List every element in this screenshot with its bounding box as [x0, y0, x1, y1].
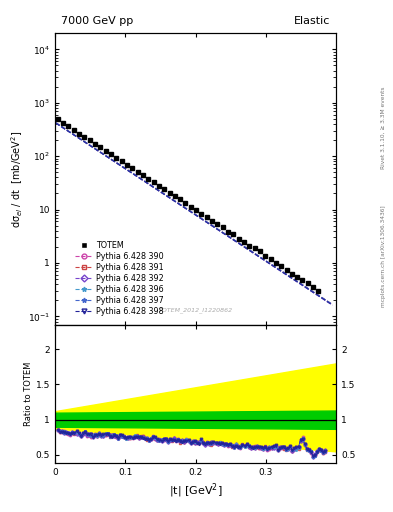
Legend: TOTEM, Pythia 6.428 390, Pythia 6.428 391, Pythia 6.428 392, Pythia 6.428 396, P: TOTEM, Pythia 6.428 390, Pythia 6.428 39…: [73, 240, 165, 317]
Text: Elastic: Elastic: [294, 16, 331, 26]
Text: 7000 GeV pp: 7000 GeV pp: [61, 16, 133, 26]
Text: Rivet 3.1.10, ≥ 3.3M events: Rivet 3.1.10, ≥ 3.3M events: [381, 87, 386, 169]
Text: mcplots.cern.ch [arXiv:1306.3436]: mcplots.cern.ch [arXiv:1306.3436]: [381, 205, 386, 307]
Y-axis label: dσ$_{el}$ / dt  [mb/GeV$^{2}$]: dσ$_{el}$ / dt [mb/GeV$^{2}$]: [9, 130, 25, 228]
Text: TOTEM_2012_I1220862: TOTEM_2012_I1220862: [158, 307, 233, 313]
X-axis label: |t| [GeV$^{2}$]: |t| [GeV$^{2}$]: [169, 481, 222, 500]
Y-axis label: Ratio to TOTEM: Ratio to TOTEM: [24, 362, 33, 426]
